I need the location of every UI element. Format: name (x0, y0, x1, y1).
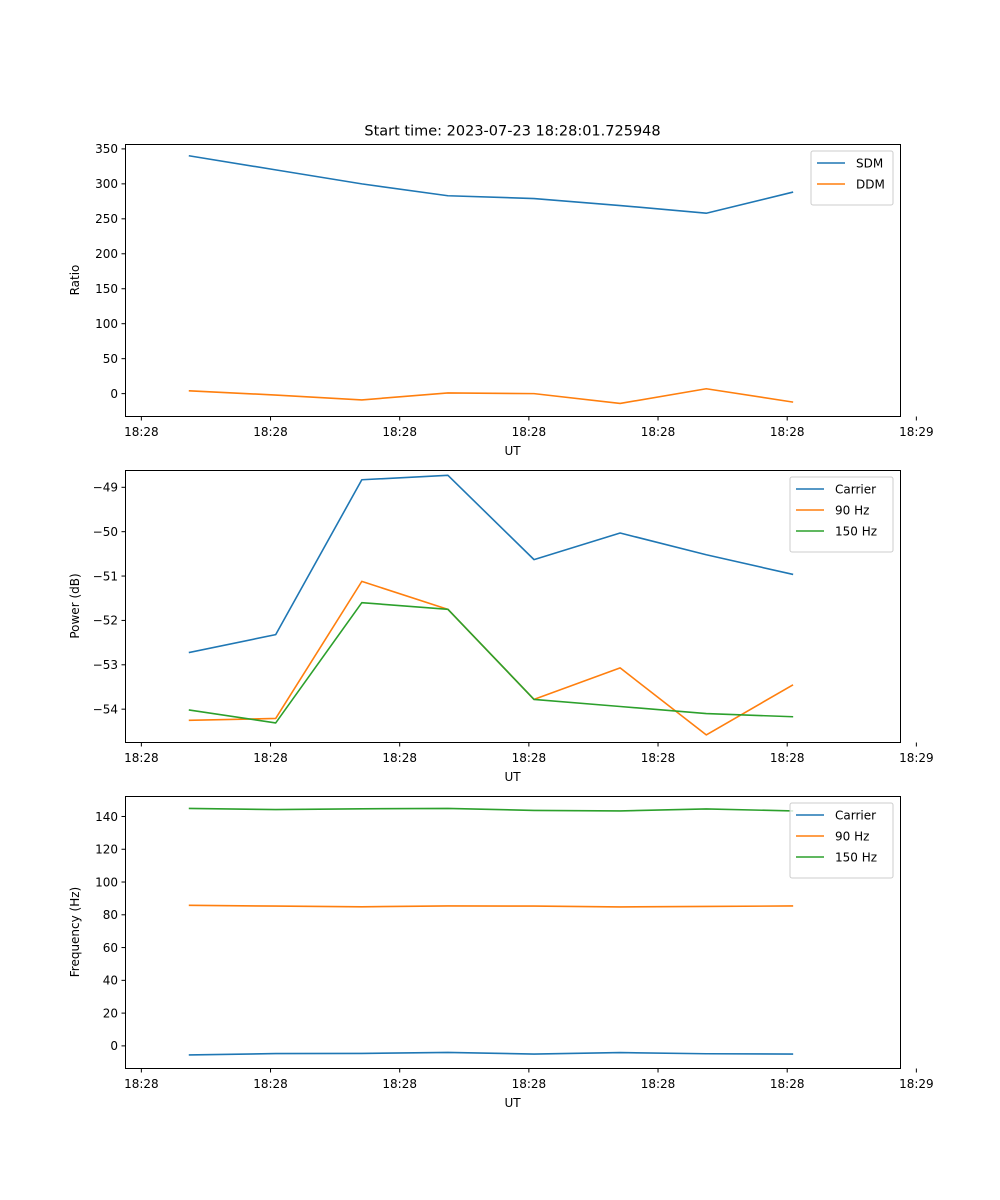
frequency-y-tick-label: 0 (110, 1039, 118, 1053)
frequency-x-tick-label: 18:28 (382, 1077, 417, 1091)
frequency-x-tick-label: 18:28 (641, 1077, 676, 1091)
ratio-y-tick-label: 350 (95, 142, 118, 156)
frequency-y-tick-label: 100 (95, 875, 118, 889)
frequency-y-tick-label: 40 (103, 974, 118, 988)
power-legend-label: 150 Hz (835, 525, 877, 539)
ratio-legend-label: DDM (856, 178, 885, 192)
ratio-x-tick-label: 18:28 (382, 425, 417, 439)
frequency-axes-frame (125, 796, 901, 1069)
frequency-x-tick-label: 18:28 (253, 1077, 288, 1091)
ratio-series-sdm (188, 154, 794, 215)
figure-title: Start time: 2023-07-23 18:28:01.725948 (364, 124, 660, 140)
frequency-y-tick-label: 140 (95, 810, 118, 824)
frequency-series-carrier (188, 1051, 794, 1056)
ratio-panel: 18:28 18:28 18:28 18:28 18:28 18:28 18:29 0 50 10… (68, 142, 934, 458)
frequency-x-tick-label: 18:28 (770, 1077, 805, 1091)
ratio-legend-box (810, 150, 894, 206)
power-legend-label: 90 Hz (835, 504, 869, 518)
power-x-tick-label: 18:28 (253, 751, 288, 765)
frequency-x-tick-label: 18:28 (124, 1077, 159, 1091)
power-x-tick-label: 18:28 (641, 751, 676, 765)
ratio-y-tick-label: 50 (103, 352, 118, 366)
frequency-legend-box (789, 802, 894, 879)
ratio-x-axis-label: UT (504, 444, 521, 458)
ratio-legend: SDM DDM (810, 150, 894, 206)
frequency-y-tick-label: 60 (103, 941, 118, 955)
frequency-legend: Carrier 90 Hz 150 Hz (789, 802, 894, 879)
frequency-y-axis-label: Frequency (Hz) (68, 887, 82, 978)
power-x-tick-label: 18:29 (899, 751, 934, 765)
ratio-series-ddm (188, 387, 794, 405)
power-y-axis-label: Power (dB) (68, 573, 82, 638)
ratio-x-tick-label: 18:28 (253, 425, 288, 439)
power-axes-frame (125, 470, 901, 743)
ratio-x-tick-label: 18:29 (899, 425, 934, 439)
ratio-x-tick-label: 18:28 (770, 425, 805, 439)
power-y-tick-label: −53 (93, 658, 118, 672)
power-y-tick-label: −51 (93, 569, 118, 583)
power-y-tick-label: −54 (93, 702, 118, 716)
ratio-x-tick-label: 18:28 (641, 425, 676, 439)
power-x-axis-label: UT (504, 770, 521, 784)
frequency-series-150-hz (188, 807, 794, 812)
frequency-legend-label: 90 Hz (835, 830, 869, 844)
ratio-x-tick-label: 18:28 (124, 425, 159, 439)
frequency-panel: 18:28 18:28 18:28 18:28 18:28 18:28 18:29 0 20 40… (68, 796, 934, 1110)
power-series-carrier (188, 474, 794, 654)
power-panel: 18:28 18:28 18:28 18:28 18:28 18:28 18:29 −54 −5… (68, 470, 934, 784)
power-y-tick-label: −50 (93, 525, 118, 539)
frequency-y-tick-label: 120 (95, 843, 118, 857)
ratio-x-tick-label: 18:28 (512, 425, 547, 439)
power-series-150-hz (188, 601, 794, 724)
ratio-y-axis-label: Ratio (68, 265, 82, 296)
power-y-tick-label: −49 (93, 481, 118, 495)
ratio-y-tick-label: 150 (95, 282, 118, 296)
power-x-tick-label: 18:28 (382, 751, 417, 765)
ratio-y-tick-label: 300 (95, 177, 118, 191)
power-legend: Carrier 90 Hz 150 Hz (789, 476, 894, 553)
ratio-legend-label: SDM (856, 157, 883, 171)
power-legend-box (789, 476, 894, 553)
frequency-x-axis-label: UT (504, 1096, 521, 1110)
frequency-series-90-hz (188, 904, 794, 908)
frequency-legend-label: Carrier (835, 809, 876, 823)
frequency-x-tick-label: 18:28 (512, 1077, 547, 1091)
power-x-tick-label: 18:28 (124, 751, 159, 765)
power-x-tick-label: 18:28 (770, 751, 805, 765)
frequency-x-tick-label: 18:29 (899, 1077, 934, 1091)
frequency-y-tick-label: 80 (103, 908, 118, 922)
ratio-y-tick-label: 0 (110, 387, 118, 401)
power-series-90-hz (188, 580, 794, 736)
ratio-axes-frame (125, 144, 901, 417)
power-legend-label: Carrier (835, 483, 876, 497)
power-y-tick-label: −52 (93, 614, 118, 628)
ratio-y-tick-label: 100 (95, 317, 118, 331)
frequency-legend-label: 150 Hz (835, 851, 877, 865)
power-x-tick-label: 18:28 (512, 751, 547, 765)
frequency-y-tick-label: 20 (103, 1006, 118, 1020)
ratio-y-tick-label: 200 (95, 247, 118, 261)
ratio-y-tick-label: 250 (95, 212, 118, 226)
